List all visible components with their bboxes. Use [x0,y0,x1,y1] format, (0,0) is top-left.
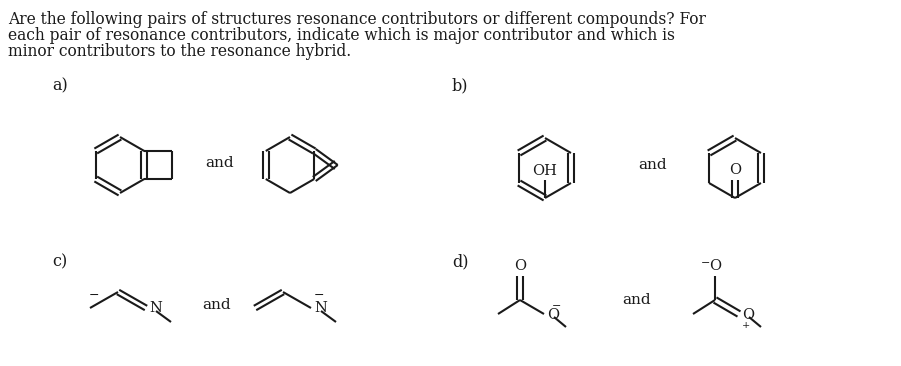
Text: and: and [205,156,233,170]
Text: O: O [514,259,526,273]
Text: N: N [149,301,162,315]
Text: O: O [547,308,560,322]
Text: O: O [742,308,754,322]
Text: O: O [709,259,721,273]
Text: and: and [202,298,231,312]
Text: c): c) [52,253,68,270]
Text: Are the following pairs of structures resonance contributors or different compou: Are the following pairs of structures re… [8,11,705,28]
Text: and: and [638,158,667,172]
Text: b): b) [452,77,469,94]
Text: each pair of resonance contributors, indicate which is major contributor and whi: each pair of resonance contributors, ind… [8,27,675,44]
Text: d): d) [452,253,469,270]
Text: −: − [89,288,99,302]
Text: minor contributors to the resonance hybrid.: minor contributors to the resonance hybr… [8,43,351,60]
Text: and: and [622,293,651,307]
Text: OH: OH [532,164,558,178]
Text: −: − [552,301,561,311]
Text: −: − [314,288,324,302]
Text: N: N [314,301,327,315]
Text: a): a) [52,77,68,94]
Text: +: + [742,321,751,329]
Text: −: − [701,258,711,268]
Text: O: O [729,163,741,177]
